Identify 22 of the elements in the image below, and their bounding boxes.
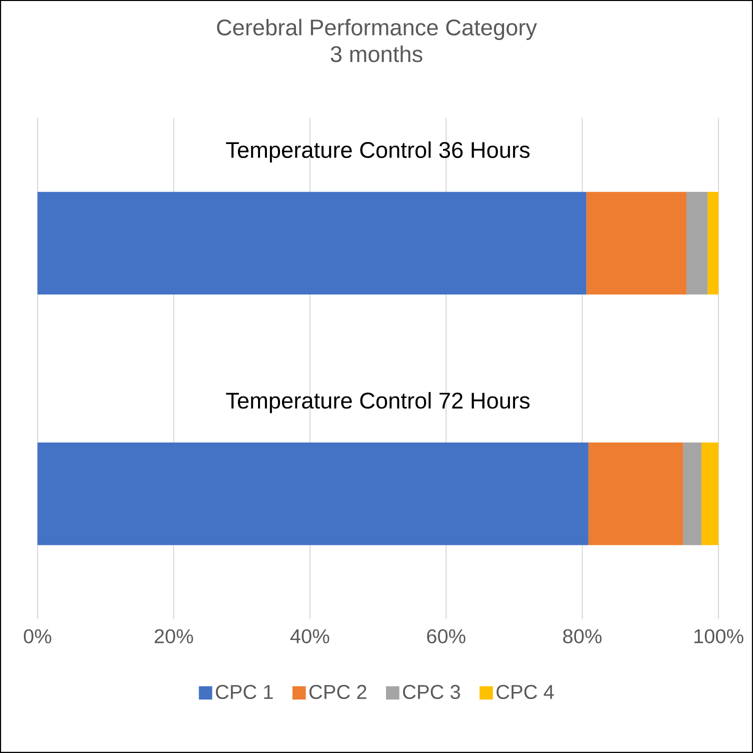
x-tick-label: 100% <box>694 629 744 644</box>
bar <box>708 192 718 295</box>
x-tick-label: 80% <box>563 629 602 644</box>
bar <box>586 192 686 295</box>
bar <box>38 192 586 295</box>
legend-label: CPC 2 <box>309 684 366 700</box>
legend-label: CPC 3 <box>403 684 460 700</box>
bar <box>588 442 684 546</box>
x-tick-label: 60% <box>427 629 466 644</box>
bar <box>683 442 702 546</box>
x-tick-label: 40% <box>290 629 330 644</box>
legend-label: CPC 4 <box>496 684 554 700</box>
x-tick-label: 20% <box>154 629 194 644</box>
bar <box>686 192 708 295</box>
y-tick-label: Temperature Control 72 Hours <box>226 392 530 414</box>
chart-subtitle: 3 months <box>330 46 422 62</box>
y-tick-label: Temperature Control 36 Hours <box>226 141 530 163</box>
bar <box>701 442 718 546</box>
chart-title: Cerebral Performance Category <box>217 18 538 40</box>
legend-label: CPC 1 <box>216 684 273 700</box>
bar <box>38 442 588 546</box>
x-tick-label: 0% <box>24 629 52 644</box>
